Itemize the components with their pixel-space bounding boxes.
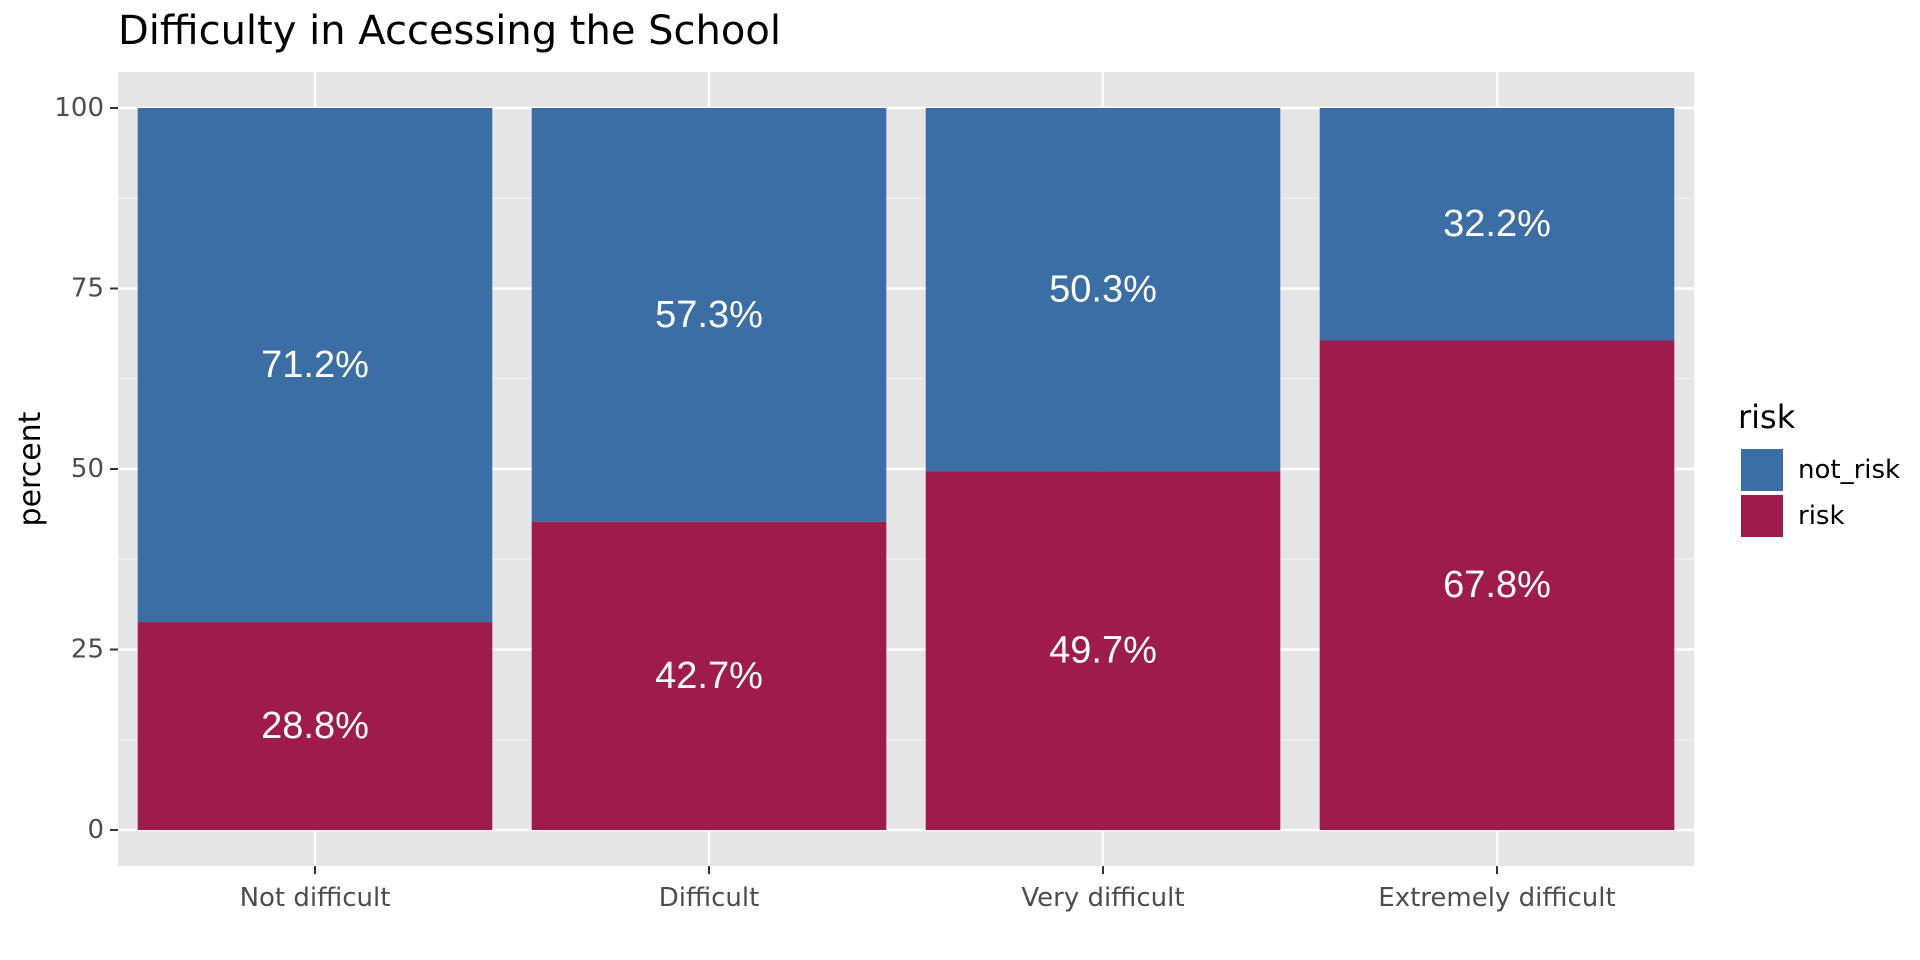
bar-segment-not_risk [531,108,887,522]
data-label: 57.3% [655,294,763,336]
bar-segment-risk [137,622,493,830]
legend-key-not_risk [1739,447,1785,493]
bar-segment-risk [1319,340,1675,830]
bars [137,108,1675,830]
data-label: 49.7% [1049,630,1157,672]
x-tick-label: Extremely difficult [1378,883,1615,913]
x-tick-label: Not difficult [240,883,391,913]
y-tick-label: 75 [71,274,104,304]
data-label: 42.7% [655,655,763,697]
bar-segment-not_risk [925,108,1281,472]
data-labels: 28.8% 71.2% 42.7% 57.3% 49.7% 50.3% 67.8% 32.2% [261,203,1551,747]
legend-title: risk [1738,398,1796,436]
bar-segment-risk [925,471,1281,830]
y-axis-title: percent [13,411,48,526]
bar-segment-risk [531,521,887,830]
chart-title: Difficulty in Accessing the School [118,8,781,54]
bar-segment-not_risk [1319,108,1675,341]
data-label: 67.8% [1443,564,1551,606]
legend-label-risk: risk [1798,501,1845,531]
data-label: 32.2% [1443,203,1551,245]
x-axis: Not difficult Difficult Very difficult Extr… [240,866,1616,913]
data-label: 50.3% [1049,269,1157,311]
y-tick-label: 0 [87,815,104,845]
y-tick-label: 25 [71,635,104,665]
bar-segment-not_risk [137,108,493,623]
x-tick-label: Difficult [659,883,760,913]
y-tick-label: 50 [71,454,104,484]
legend-key-risk [1739,493,1785,539]
data-label: 28.8% [261,705,369,747]
y-axis: 0 25 50 75 100 [54,93,118,845]
legend-label-not_risk: not_risk [1798,455,1900,485]
data-label: 71.2% [261,344,369,386]
y-tick-label: 100 [54,93,104,123]
x-tick-label: Very difficult [1021,883,1184,913]
